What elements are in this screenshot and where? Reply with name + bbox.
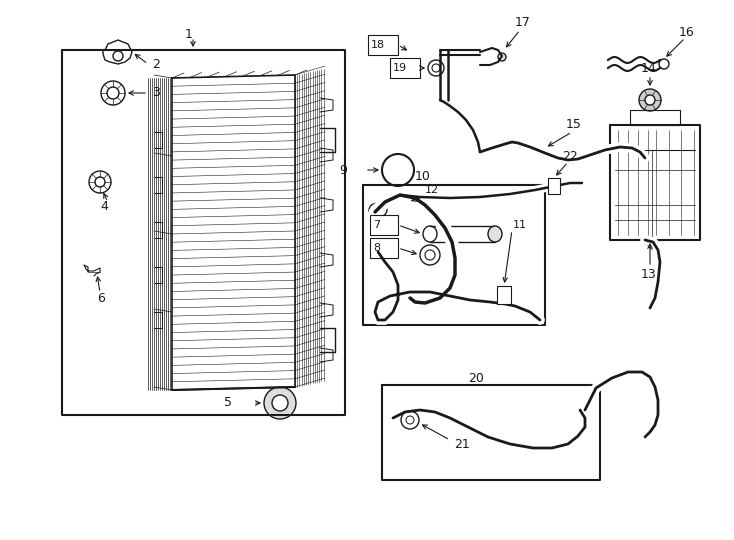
Text: 22: 22: [562, 151, 578, 164]
Text: 8: 8: [373, 243, 380, 253]
Text: 15: 15: [566, 118, 582, 132]
Text: 9: 9: [339, 164, 347, 177]
Circle shape: [272, 395, 288, 411]
Text: 14: 14: [641, 62, 657, 75]
Text: 2: 2: [152, 57, 160, 71]
Text: 18: 18: [371, 40, 385, 50]
Text: 21: 21: [454, 438, 470, 451]
Bar: [370, 238, 398, 258]
Text: 6: 6: [97, 292, 105, 305]
Bar: [390, 58, 420, 78]
Text: 13: 13: [641, 268, 657, 281]
Text: 16: 16: [679, 26, 695, 39]
Text: 19: 19: [393, 63, 407, 73]
Text: 3: 3: [152, 86, 160, 99]
Bar: [370, 215, 398, 235]
Text: 10: 10: [415, 171, 431, 184]
Text: 11: 11: [513, 220, 527, 230]
Circle shape: [639, 89, 661, 111]
Bar: [548, 178, 560, 194]
Text: 7: 7: [373, 220, 380, 230]
Text: 17: 17: [515, 17, 531, 30]
Text: 4: 4: [100, 200, 108, 213]
Text: 1: 1: [185, 29, 193, 42]
Bar: [497, 286, 511, 304]
Bar: [368, 35, 398, 55]
Circle shape: [498, 53, 506, 61]
Circle shape: [264, 387, 296, 419]
Circle shape: [645, 95, 655, 105]
Ellipse shape: [488, 226, 502, 242]
Text: 5: 5: [224, 396, 232, 409]
Text: 12: 12: [425, 185, 439, 195]
Text: 20: 20: [468, 372, 484, 384]
